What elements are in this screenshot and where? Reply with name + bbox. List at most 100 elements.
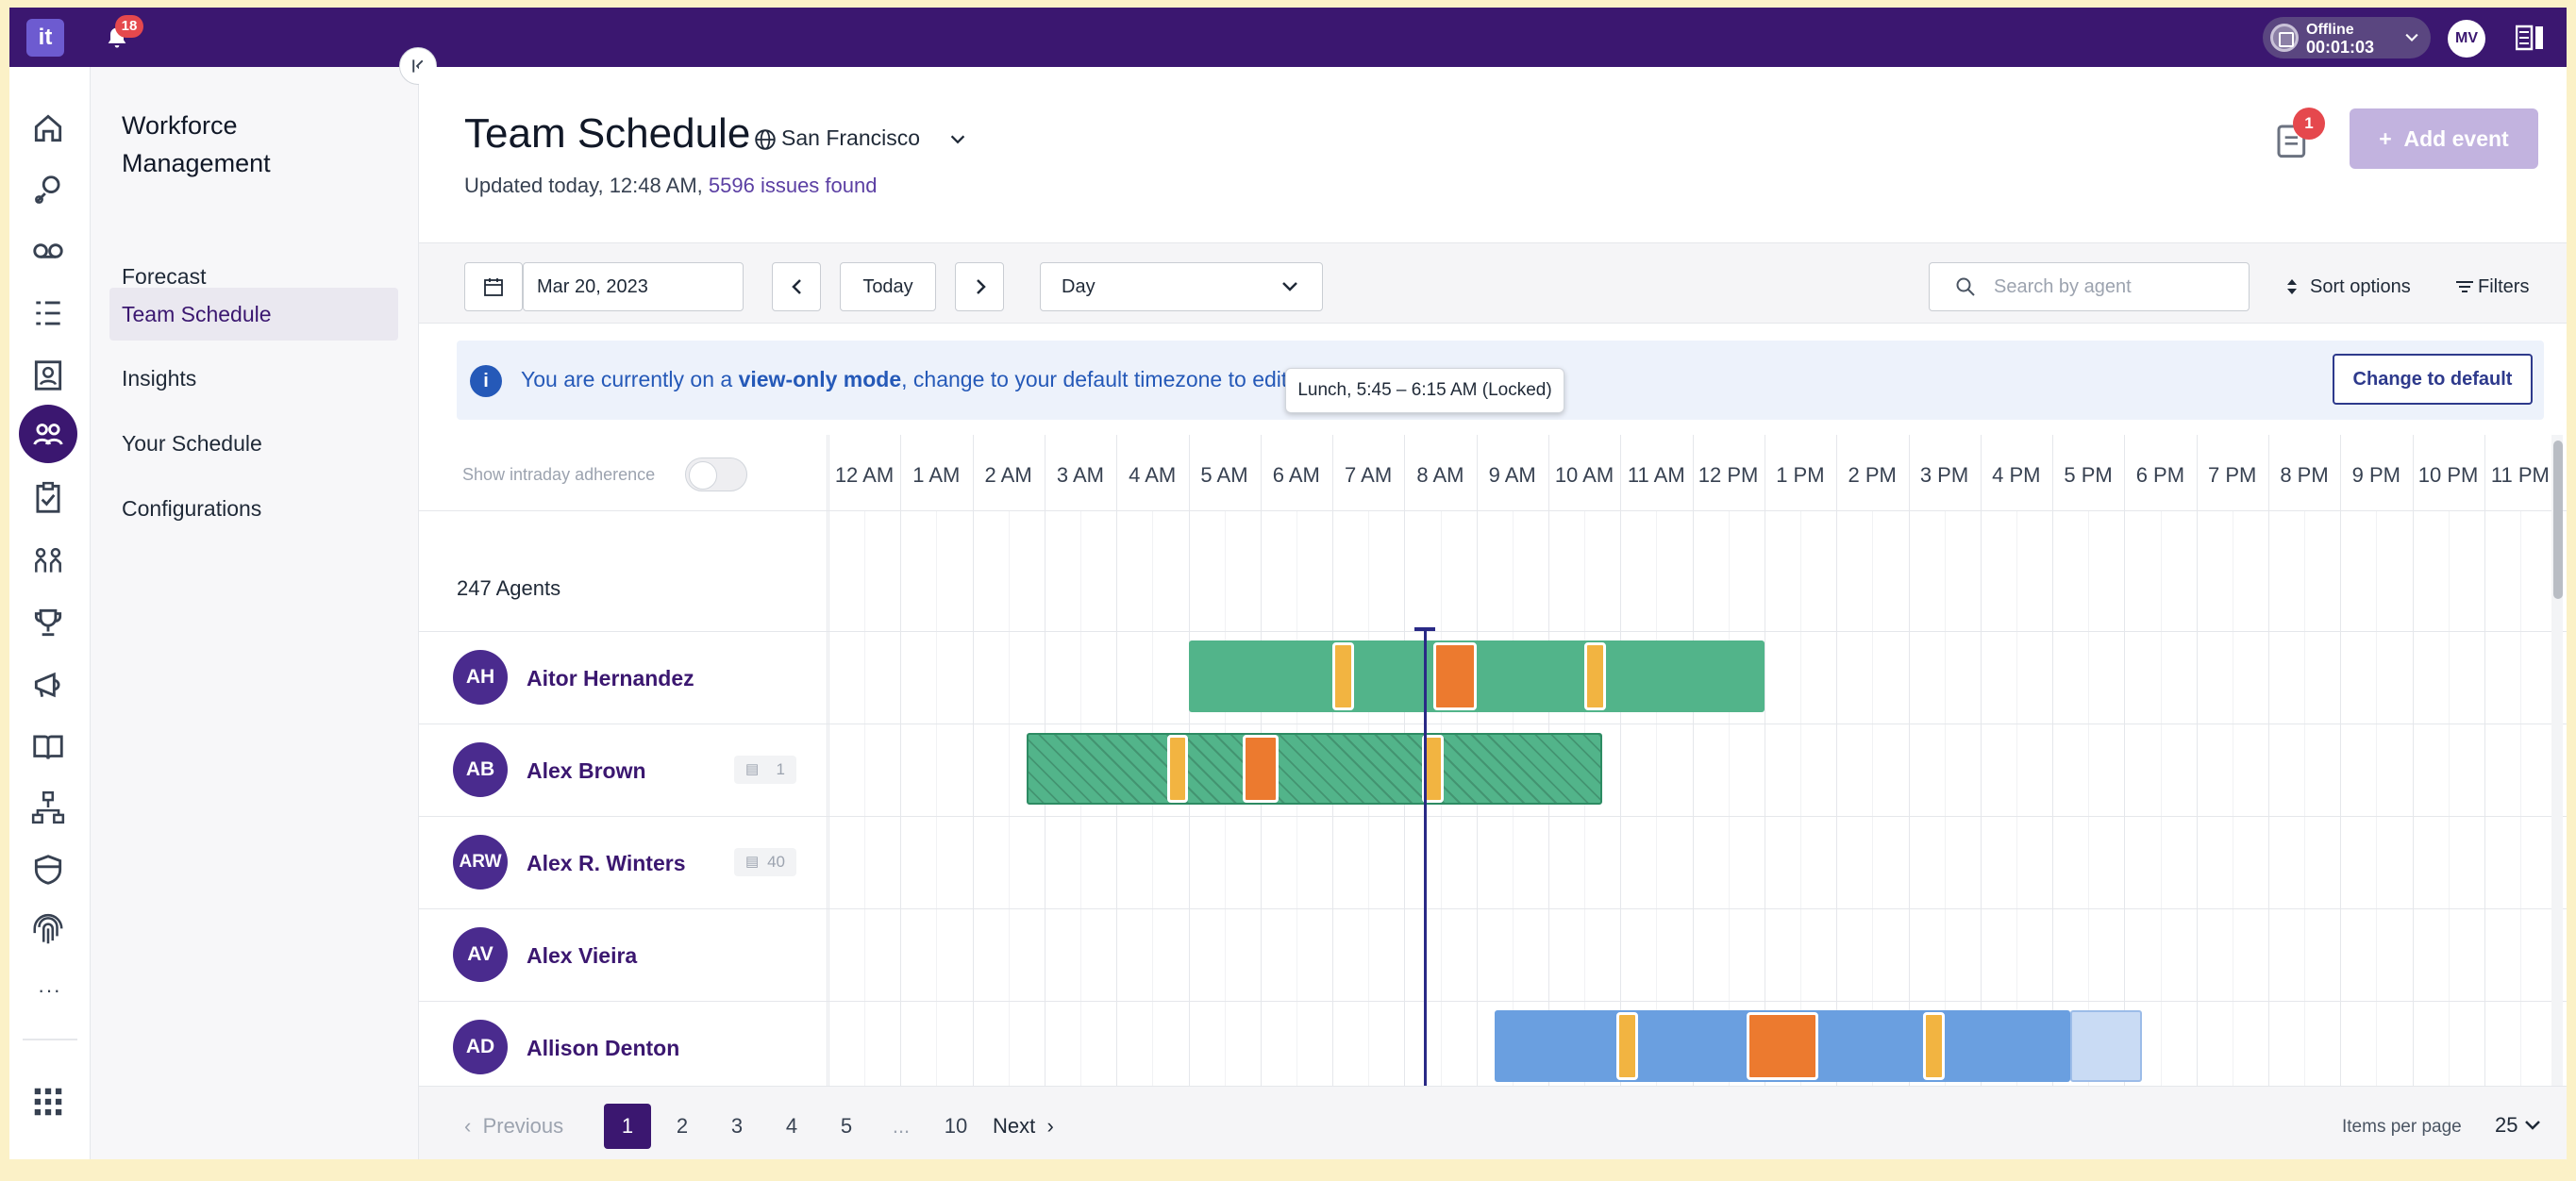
agent-avatar: ARW bbox=[453, 835, 508, 890]
wfm-sidebar: Workforce Management Forecast Team Sched… bbox=[91, 67, 419, 1159]
agent-notes-chip[interactable]: 1 bbox=[734, 756, 796, 784]
sidebar-item-your-schedule[interactable]: Your Schedule bbox=[122, 431, 262, 456]
page-title: Team Schedule bbox=[464, 110, 751, 157]
chevron-down-icon[interactable] bbox=[947, 129, 968, 150]
break-block[interactable] bbox=[1422, 735, 1445, 803]
status-label: Offline bbox=[2306, 22, 2354, 38]
search-icon bbox=[1956, 277, 1975, 296]
half-hour-gridline bbox=[1944, 510, 1946, 1086]
break-block[interactable] bbox=[1922, 1012, 1945, 1080]
half-hour-gridline bbox=[2160, 510, 2162, 1086]
page-4-button[interactable]: 4 bbox=[785, 1114, 798, 1138]
shield-icon[interactable] bbox=[30, 852, 66, 888]
next-page-button[interactable]: Next › bbox=[993, 1114, 1054, 1138]
agent-name-link[interactable]: Alex Brown bbox=[527, 758, 646, 783]
search-placeholder: Search by agent bbox=[1994, 276, 2132, 297]
home-icon[interactable] bbox=[30, 110, 66, 146]
page-10-button[interactable]: 10 bbox=[944, 1114, 968, 1138]
shift-overtime-bar[interactable] bbox=[2070, 1010, 2143, 1082]
date-input[interactable]: Mar 20, 2023 bbox=[523, 262, 744, 311]
side-panel-icon[interactable] bbox=[2516, 25, 2544, 51]
agent-avatar: AH bbox=[453, 650, 508, 705]
knowledge-book-icon[interactable] bbox=[30, 729, 66, 765]
break-block[interactable] bbox=[1616, 1012, 1639, 1080]
app-logo[interactable]: it bbox=[26, 19, 64, 57]
change-to-default-button[interactable]: Change to default bbox=[2333, 354, 2533, 405]
chevron-right-icon bbox=[977, 279, 986, 294]
add-event-button[interactable]: + Add event bbox=[2350, 108, 2538, 169]
sidebar-item-team-schedule[interactable]: Team Schedule bbox=[109, 288, 398, 341]
page-2-button[interactable]: 2 bbox=[676, 1114, 689, 1138]
queue-list-icon[interactable] bbox=[30, 295, 66, 331]
megaphone-icon[interactable] bbox=[30, 667, 66, 703]
sidebar-item-insights[interactable]: Insights bbox=[122, 366, 197, 391]
view-select[interactable]: Day bbox=[1040, 262, 1323, 311]
trophy-icon[interactable] bbox=[30, 605, 66, 640]
calendar-button[interactable] bbox=[464, 262, 523, 311]
filter-icon bbox=[2456, 281, 2473, 292]
apps-grid-icon[interactable] bbox=[30, 1084, 66, 1120]
shift-bar[interactable] bbox=[1188, 640, 1765, 712]
break-block[interactable] bbox=[1332, 642, 1354, 710]
page-3-button[interactable]: 3 bbox=[730, 1114, 744, 1138]
hour-gridline bbox=[1620, 435, 1622, 1086]
hour-label: 3 PM bbox=[1919, 463, 1969, 487]
hour-gridline bbox=[2484, 435, 2485, 1086]
agent-name-link[interactable]: Aitor Hernandez bbox=[527, 666, 694, 690]
page-1-button[interactable]: 1 bbox=[604, 1104, 651, 1149]
lunch-block[interactable] bbox=[1432, 642, 1477, 710]
hour-label: 5 PM bbox=[2064, 463, 2113, 487]
break-block[interactable] bbox=[1166, 735, 1189, 803]
schedule-notes-icon[interactable] bbox=[2274, 120, 2312, 161]
voicemail-icon[interactable] bbox=[30, 233, 66, 269]
icon-rail: ··· bbox=[9, 67, 91, 1159]
clipboard-icon[interactable] bbox=[30, 480, 66, 516]
user-avatar[interactable]: MV bbox=[2448, 20, 2485, 58]
intraday-adherence-toggle[interactable] bbox=[685, 457, 747, 491]
half-hour-gridline bbox=[1872, 510, 1874, 1086]
previous-day-button[interactable] bbox=[772, 262, 821, 311]
chevron-down-icon bbox=[2524, 1121, 2540, 1130]
agent-name-link[interactable]: Alex Vieira bbox=[527, 943, 638, 968]
hour-label: 12 AM bbox=[834, 463, 895, 487]
agent-search-input[interactable]: Search by agent bbox=[1929, 262, 2250, 311]
shift-bar[interactable] bbox=[1026, 733, 1603, 805]
hour-gridline bbox=[2052, 435, 2054, 1086]
timezone-location-dropdown[interactable]: San Francisco bbox=[781, 125, 921, 150]
page-5-button[interactable]: 5 bbox=[840, 1114, 853, 1138]
agent-status-dropdown[interactable]: Offline 00:01:03 bbox=[2263, 17, 2431, 58]
sidebar-item-forecast[interactable]: Forecast bbox=[122, 264, 207, 289]
hour-label: 1 AM bbox=[912, 463, 961, 487]
next-day-button[interactable] bbox=[955, 262, 1004, 311]
agent-name-link[interactable]: Allison Denton bbox=[527, 1036, 680, 1060]
contact-book-icon[interactable] bbox=[30, 358, 66, 393]
hour-gridline bbox=[2268, 435, 2269, 1086]
previous-page-button[interactable]: ‹ Previous bbox=[464, 1114, 564, 1138]
issues-found-link[interactable]: 5596 issues found bbox=[708, 174, 878, 197]
grid-scrollbar-thumb[interactable] bbox=[2553, 441, 2563, 599]
agent-notes-chip[interactable]: 40 bbox=[734, 848, 796, 876]
name-column-divider bbox=[827, 435, 828, 1086]
team-icon[interactable] bbox=[30, 542, 66, 578]
schedule-grid: Show intraday adherence 247 Agents 12 AM… bbox=[419, 435, 2567, 1086]
break-block[interactable] bbox=[1584, 642, 1607, 710]
lunch-block[interactable] bbox=[1242, 735, 1279, 803]
fingerprint-icon[interactable] bbox=[30, 912, 66, 948]
current-time-marker bbox=[1414, 627, 1435, 631]
workforce-icon[interactable] bbox=[30, 416, 66, 452]
agent-name-link[interactable]: Alex R. Winters bbox=[527, 851, 686, 875]
more-menu-icon[interactable]: ··· bbox=[38, 978, 61, 1002]
top-bar: it 18 Offline 00:01:03 MV bbox=[9, 8, 2567, 67]
rail-divider bbox=[23, 1039, 77, 1040]
flow-icon[interactable] bbox=[30, 790, 66, 825]
rail-active-indicator bbox=[19, 405, 77, 463]
sort-options-button[interactable]: Sort options bbox=[2278, 262, 2411, 311]
sidebar-item-configurations[interactable]: Configurations bbox=[122, 496, 262, 521]
current-time-line bbox=[1424, 629, 1427, 1086]
row-divider bbox=[419, 908, 2567, 909]
today-button[interactable]: Today bbox=[840, 262, 936, 311]
routing-icon[interactable] bbox=[30, 173, 66, 208]
lunch-block[interactable] bbox=[1746, 1012, 1819, 1080]
items-per-page-select[interactable]: 25 bbox=[2495, 1113, 2541, 1138]
filters-button[interactable]: Filters bbox=[2455, 262, 2529, 311]
